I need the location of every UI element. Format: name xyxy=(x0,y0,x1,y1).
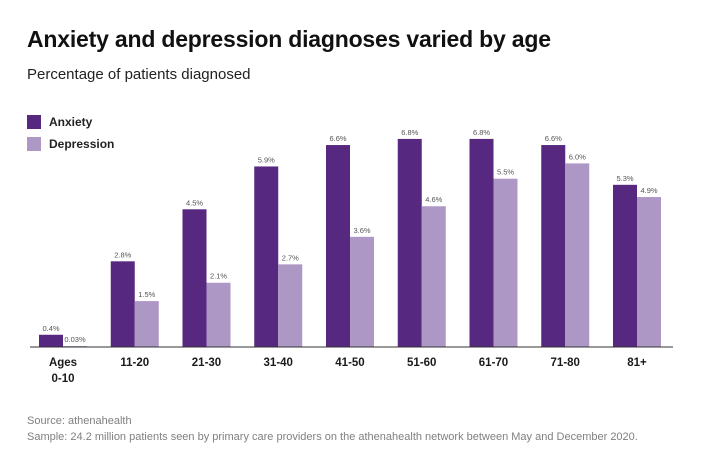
bar-anxiety-9 xyxy=(613,184,637,347)
category-label-3: 21-30 xyxy=(192,357,221,369)
bar-label-anxiety-7: 6.8% xyxy=(473,128,490,137)
bar-anxiety-3 xyxy=(182,209,207,347)
bar-label-anxiety-1: 0.4% xyxy=(42,324,59,333)
bar-label-anxiety-3: 4.5% xyxy=(186,198,203,207)
bar-label-depression-2: 1.5% xyxy=(138,290,155,299)
bar-label-depression-9: 4.9% xyxy=(640,186,657,195)
bar-label-depression-6: 4.6% xyxy=(425,195,442,204)
bar-anxiety-8 xyxy=(541,145,566,347)
category-label-1: Ages 0-10 xyxy=(49,357,77,385)
bar-label-anxiety-9: 5.3% xyxy=(616,174,633,183)
bar-anxiety-5 xyxy=(326,145,350,347)
chart-title: Anxiety and depression diagnoses varied … xyxy=(27,26,551,52)
bar-label-anxiety-5: 6.6% xyxy=(329,134,346,143)
source-note: Source: athenahealth xyxy=(27,415,132,427)
bar-label-depression-8: 6.0% xyxy=(569,152,586,161)
bar-depression-3 xyxy=(206,282,231,347)
bar-anxiety-4 xyxy=(254,166,279,347)
bar-label-depression-7: 5.5% xyxy=(497,168,514,177)
category-label-9: 81+ xyxy=(627,357,647,369)
legend-swatch-depression xyxy=(27,137,41,151)
sample-note: Sample: 24.2 million patients seen by pr… xyxy=(27,431,638,443)
bar-anxiety-1 xyxy=(39,334,63,347)
bar-label-depression-1: 0.03% xyxy=(64,335,86,344)
category-label-8: 71-80 xyxy=(551,357,580,369)
chart-subtitle: Percentage of patients diagnosed xyxy=(27,66,251,83)
bar-anxiety-6 xyxy=(397,138,422,347)
bar-depression-6 xyxy=(421,206,446,347)
legend-swatch-anxiety xyxy=(27,115,41,129)
legend-label-anxiety: Anxiety xyxy=(49,115,93,129)
chart-footer: Source: athenahealth Sample: 24.2 millio… xyxy=(27,413,638,445)
category-label-5: 41-50 xyxy=(335,357,364,369)
bar-depression-9 xyxy=(637,197,661,347)
category-label-7: 61-70 xyxy=(479,357,508,369)
bar-label-anxiety-2: 2.8% xyxy=(114,250,131,259)
legend-item-depression: Depression xyxy=(27,136,114,152)
bar-label-depression-3: 2.1% xyxy=(210,272,227,281)
bar-anxiety-2 xyxy=(110,261,135,347)
bar-label-depression-4: 2.7% xyxy=(282,253,299,262)
bar-label-depression-5: 3.6% xyxy=(353,226,370,235)
bar-depression-8 xyxy=(565,163,590,347)
bar-depression-2 xyxy=(134,301,159,347)
bar-anxiety-7 xyxy=(469,138,494,347)
bar-depression-7 xyxy=(493,178,518,347)
bar-label-anxiety-4: 5.9% xyxy=(258,155,275,164)
bar-depression-4 xyxy=(278,264,303,347)
category-label-4: 31-40 xyxy=(264,357,293,369)
legend-item-anxiety: Anxiety xyxy=(27,114,114,130)
bar-depression-5 xyxy=(350,236,374,347)
category-label-6: 51-60 xyxy=(407,357,436,369)
bar-label-anxiety-8: 6.6% xyxy=(545,134,562,143)
legend: Anxiety Depression xyxy=(27,114,114,158)
bar-label-anxiety-6: 6.8% xyxy=(401,128,418,137)
legend-label-depression: Depression xyxy=(49,137,115,151)
category-label-2: 11-20 xyxy=(120,357,149,369)
